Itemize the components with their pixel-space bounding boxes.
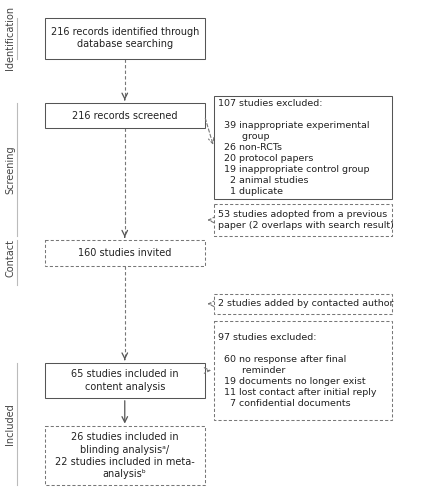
FancyBboxPatch shape — [214, 204, 392, 236]
Text: 160 studies invited: 160 studies invited — [78, 248, 171, 258]
FancyBboxPatch shape — [45, 426, 204, 485]
FancyBboxPatch shape — [45, 363, 204, 398]
Text: 2 studies added by contacted author: 2 studies added by contacted author — [218, 299, 393, 308]
Text: 216 records screened: 216 records screened — [72, 110, 178, 121]
Text: 65 studies included in
content analysis: 65 studies included in content analysis — [71, 369, 178, 392]
Text: 53 studies adopted from a previous
paper (2 overlaps with search result): 53 studies adopted from a previous paper… — [218, 210, 394, 230]
Text: Screening: Screening — [6, 145, 15, 194]
FancyBboxPatch shape — [214, 96, 392, 199]
Text: 216 records identified through
database searching: 216 records identified through database … — [51, 27, 199, 50]
FancyBboxPatch shape — [214, 321, 392, 420]
FancyBboxPatch shape — [45, 103, 204, 128]
FancyBboxPatch shape — [45, 240, 204, 266]
Text: Identification: Identification — [6, 6, 15, 70]
Text: 97 studies excluded:

  60 no response after final
        reminder
  19 documen: 97 studies excluded: 60 no response afte… — [218, 333, 376, 408]
Text: 107 studies excluded:

  39 inappropriate experimental
        group
  26 non-RC: 107 studies excluded: 39 inappropriate e… — [218, 99, 369, 197]
FancyBboxPatch shape — [45, 18, 204, 59]
Text: Included: Included — [6, 403, 15, 445]
FancyBboxPatch shape — [214, 294, 392, 314]
Text: Contact: Contact — [6, 239, 15, 277]
Text: 26 studies included in
blinding analysisᵃ/
22 studies included in meta-
analysis: 26 studies included in blinding analysis… — [55, 432, 195, 479]
